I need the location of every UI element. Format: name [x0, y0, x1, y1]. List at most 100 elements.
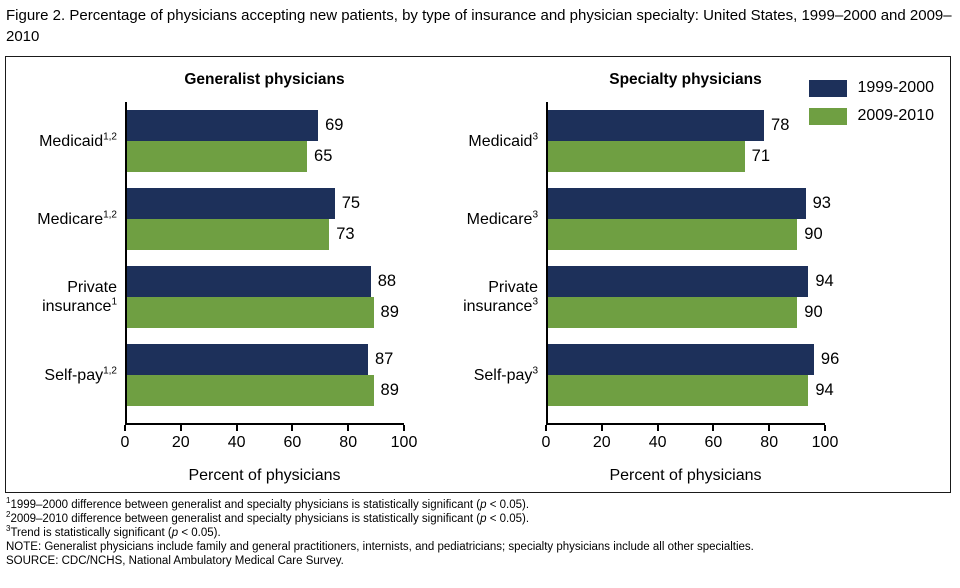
category-label-text: Medicaid1,2	[39, 131, 117, 150]
bar-row: 88	[127, 266, 404, 297]
bar-group: 88 89	[127, 266, 404, 328]
chart-frame: 1999-2000 2009-2010 Generalist physician…	[5, 56, 951, 493]
category-label: Medicaid1,2	[13, 110, 125, 172]
axis-tick-label: 60	[704, 434, 723, 451]
bar-value: 89	[380, 303, 399, 321]
bar-row: 73	[127, 219, 404, 250]
axis-tick	[545, 425, 547, 431]
category-label: Medicare3	[434, 188, 546, 250]
category-label: Medicaid3	[434, 110, 546, 172]
legend-item-2009-2010: 2009-2010	[809, 107, 934, 125]
bar-1999-2000	[548, 188, 806, 219]
chart-panel-specialty: Specialty physicians Medicaid3 Medicare3 Pr…	[434, 71, 839, 485]
footnote: 22009–2010 difference between generalist…	[6, 510, 530, 525]
bar-2009-2010	[548, 375, 809, 406]
bar-group: 75 73	[127, 188, 404, 250]
bar-group: 69 65	[127, 110, 404, 172]
axis-tick-label: 0	[541, 434, 551, 451]
axis-tick	[291, 425, 294, 431]
category-label: Self-pay1,2	[13, 344, 125, 406]
category-label-text: Medicare3	[466, 209, 538, 228]
bar-value: 93	[812, 194, 831, 212]
bar-value: 96	[820, 350, 840, 368]
axis-tick	[347, 425, 350, 431]
axis-tick-label: 20	[592, 434, 611, 451]
category-labels: Medicaid3 Medicare3 Private insurance3 Self…	[434, 102, 546, 485]
bar-row: 69	[127, 110, 404, 141]
panel-title-generalist: Generalist physicians	[184, 71, 345, 88]
panel-body: Medicaid1,2 Medicare1,2 Private insurance1…	[13, 102, 417, 485]
bar-value: 90	[804, 225, 823, 243]
category-label-text: Self-pay1,2	[44, 365, 117, 384]
bar-row: 94	[548, 375, 834, 406]
bar-1999-2000	[127, 188, 335, 219]
plot-grid: 69 65 75 73 88 89 87 89	[125, 102, 404, 423]
axis-tick-label: 80	[339, 434, 358, 451]
bar-group: 96 94	[548, 344, 839, 406]
bar-value: 88	[377, 272, 397, 290]
bar-group: 78 71	[548, 110, 825, 172]
axis-tick	[824, 425, 826, 431]
panel-title-specialty: Specialty physicians	[609, 71, 762, 88]
category-label-text: Private insurance1	[42, 279, 117, 315]
bar-1999-2000	[548, 110, 765, 141]
bar-1999-2000	[127, 344, 368, 375]
bar-value: 94	[815, 381, 834, 399]
axis-tick-label: 100	[811, 434, 839, 451]
bar-row: 94	[548, 266, 834, 297]
bar-group: 94 90	[548, 266, 834, 328]
bar-row: 87	[127, 344, 404, 375]
footnotes: 11999–2000 difference between generalist…	[6, 497, 954, 568]
bar-value: 78	[771, 116, 790, 134]
axis-tick	[403, 425, 405, 431]
chart-panel-generalist: Generalist physicians Medicaid1,2 Medicare…	[13, 71, 417, 485]
x-axis-label: Percent of physicians	[609, 467, 762, 484]
category-label: Private insurance3	[434, 266, 546, 328]
bar-1999-2000	[127, 110, 319, 141]
bar-value: 73	[336, 225, 355, 243]
category-label: Medicare1,2	[13, 188, 125, 250]
bar-row: 89	[127, 375, 404, 406]
axis-tick	[235, 425, 238, 431]
bar-2009-2010	[548, 219, 798, 250]
axis-tick-label: 80	[760, 434, 779, 451]
bar-value: 71	[751, 147, 771, 165]
axis-tick-label: 100	[390, 434, 418, 451]
footnote: 3Trend is statistically significant (p <…	[6, 524, 221, 539]
category-label-text: Medicare1,2	[37, 209, 117, 228]
category-label-text: Self-pay3	[473, 365, 538, 384]
bar-row: 90	[548, 219, 825, 250]
legend-swatch-1999-2000	[809, 79, 848, 97]
axis-tick	[179, 425, 182, 431]
axis-tick-label: 20	[171, 434, 190, 451]
bar-row: 90	[548, 297, 825, 328]
bar-row: 78	[548, 110, 825, 141]
plot-area: 78 71 93 90 94 90 96 94 0 20 40 60 80 100 Percent of p…	[542, 102, 839, 485]
axis-tick	[768, 425, 771, 431]
legend-item-1999-2000: 1999-2000	[809, 79, 934, 97]
bar-group: 93 90	[548, 188, 831, 250]
charts-row: Generalist physicians Medicaid1,2 Medicare…	[6, 57, 950, 485]
bar-value: 87	[374, 350, 394, 368]
axis-tick-label: 0	[120, 434, 130, 451]
bar-value: 94	[815, 272, 834, 290]
figure-title: Figure 2. Percentage of physicians accep…	[6, 7, 952, 45]
axis-tick-label: 40	[648, 434, 667, 451]
bar-2009-2010	[548, 141, 745, 172]
bar-2009-2010	[127, 375, 374, 406]
legend-label-1999-2000: 1999-2000	[857, 79, 934, 96]
bar-2009-2010	[127, 141, 308, 172]
panel-body: Medicaid3 Medicare3 Private insurance3 Self…	[434, 102, 839, 485]
bar-value: 90	[804, 303, 823, 321]
axis-tick	[124, 425, 126, 431]
bar-row: 71	[548, 141, 825, 172]
plot-area: 69 65 75 73 88 89 87 89 0 20 40 60 80 100 Percent of p…	[121, 102, 417, 485]
plot-grid: 78 71 93 90 94 90 96 94	[546, 102, 839, 423]
x-axis-label: Percent of physicians	[188, 467, 341, 484]
bar-row: 93	[548, 188, 831, 219]
category-label: Private insurance1	[13, 266, 125, 328]
bar-group: 87 89	[127, 344, 404, 406]
category-label-text: Medicaid3	[468, 131, 538, 150]
axis-tick	[656, 425, 659, 431]
